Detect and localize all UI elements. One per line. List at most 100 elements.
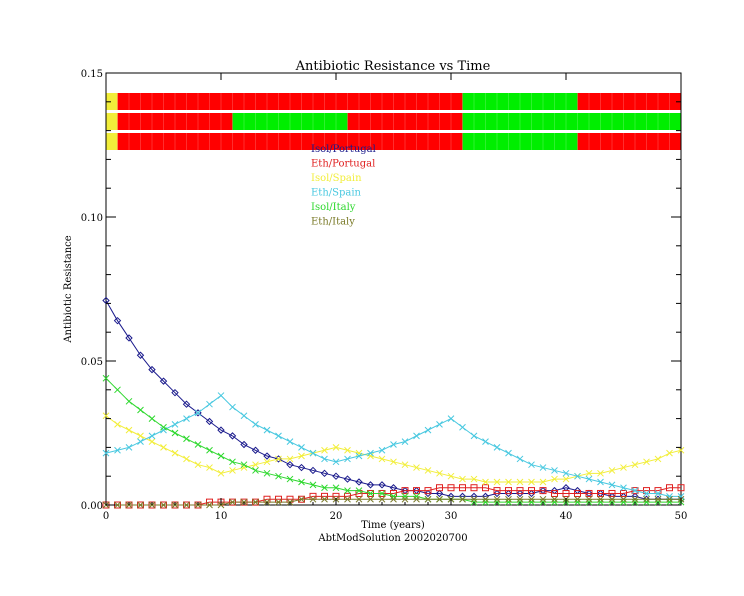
data-point-5-32 [470,495,478,503]
data-point-4-14 [263,469,271,477]
data-point-4-11 [229,458,236,466]
data-point-5-39 [551,495,558,503]
data-point-3-8 [194,409,202,417]
data-point-2-9 [206,464,213,471]
data-point-3-21 [344,455,351,463]
data-point-1-40 [562,489,570,497]
treatment-bar-1-segment-1 [106,93,118,110]
data-point-1-37 [528,487,535,495]
data-point-2-49 [666,449,673,457]
data-point-4-43 [597,498,604,506]
data-point-4-22 [355,487,363,494]
data-point-4-47 [643,498,650,506]
treatment-bar-3-segment-3 [462,133,578,150]
data-point-2-34 [493,478,501,486]
data-point-5-44 [608,495,616,503]
data-point-5-11 [229,498,236,506]
data-point-3-33 [482,438,489,445]
data-point-0-9 [205,417,214,426]
x-tick-label-40: 40 [560,511,573,522]
data-point-3-17 [298,444,305,451]
data-point-1-50 [677,484,685,492]
data-point-3-43 [597,478,604,486]
data-point-5-5 [160,501,167,509]
data-point-2-1 [114,421,121,428]
data-point-2-43 [597,469,604,477]
series-isol-portugal [102,296,685,503]
data-point-4-33 [482,498,489,506]
data-point-0-24 [378,481,386,489]
legend: Isol/Portugal Eth/Portugal Isol/Spain Eth/S… [311,144,376,228]
data-point-1-30 [447,484,455,492]
data-point-3-41 [574,472,581,480]
data-point-2-48 [654,455,662,463]
data-point-3-28 [424,426,432,434]
data-point-5-17 [298,495,305,503]
data-point-5-29 [436,495,443,503]
data-point-2-16 [286,455,294,463]
data-point-2-21 [344,446,351,454]
data-point-0-10 [217,426,225,434]
series-line-1 [106,487,681,506]
data-point-0-7 [182,400,191,408]
data-point-5-19 [321,495,328,503]
data-point-5-35 [505,495,512,503]
data-point-3-13 [252,421,259,428]
data-point-0-21 [343,475,352,483]
data-point-0-17 [297,463,306,472]
legend-entry-isol-spain: Isol/Spain [311,173,362,184]
series-line-2 [105,415,682,483]
data-point-2-13 [252,461,259,469]
legend-entry-isol-italy: Isol/Italy [311,202,356,213]
data-point-4-1 [114,386,121,394]
data-point-5-26 [401,495,409,503]
data-point-3-14 [263,426,271,434]
data-point-5-43 [597,495,604,503]
data-point-5-37 [528,495,535,503]
data-point-3-44 [608,481,616,489]
data-point-5-9 [206,501,213,509]
data-point-1-36 [516,487,524,495]
data-point-4-10 [217,452,225,460]
treatment-bar-2-segment-1 [106,113,118,130]
data-point-0-35 [504,489,513,498]
treatment-bar-2-segment-4 [347,113,463,130]
data-point-0-19 [320,469,329,478]
data-point-2-20 [332,444,340,451]
treatment-bar-3-segment-2 [117,133,463,150]
axes-group: 0 10 20 30 40 50 0.00 0.05 0.10 0.15 [81,69,688,522]
chart-title: Antibiotic Resistance vs Time [295,59,491,74]
data-point-0-12 [240,440,248,449]
data-point-3-22 [355,452,363,460]
data-point-4-13 [252,467,259,474]
x-axis-label: Time (years) [361,520,425,531]
data-point-4-45 [620,498,627,506]
treatment-bar-1-segment-3 [462,93,578,110]
data-point-1-29 [436,484,443,492]
data-point-2-30 [447,472,455,480]
data-point-2-35 [505,478,512,486]
data-point-4-39 [551,498,558,506]
data-point-0-6 [171,388,179,397]
data-point-5-3 [137,501,144,509]
data-point-3-42 [585,475,593,483]
data-point-2-32 [470,475,478,483]
treatment-bar-3-segment-4 [577,133,681,150]
data-point-2-40 [562,475,570,483]
data-point-3-37 [528,461,535,469]
data-point-5-31 [459,495,466,503]
data-point-2-4 [148,438,156,445]
data-point-1-33 [482,484,489,492]
data-point-5-38 [539,495,547,503]
data-point-2-5 [160,444,167,451]
data-point-4-9 [206,446,213,454]
data-point-3-45 [620,484,627,492]
data-point-5-34 [493,495,501,503]
x-tick-label-50: 50 [675,511,688,522]
data-point-4-41 [574,498,581,506]
data-point-1-42 [585,489,593,497]
data-point-1-41 [574,489,581,497]
data-point-5-13 [252,498,259,506]
data-point-2-33 [482,478,489,486]
data-point-1-44 [608,489,616,497]
